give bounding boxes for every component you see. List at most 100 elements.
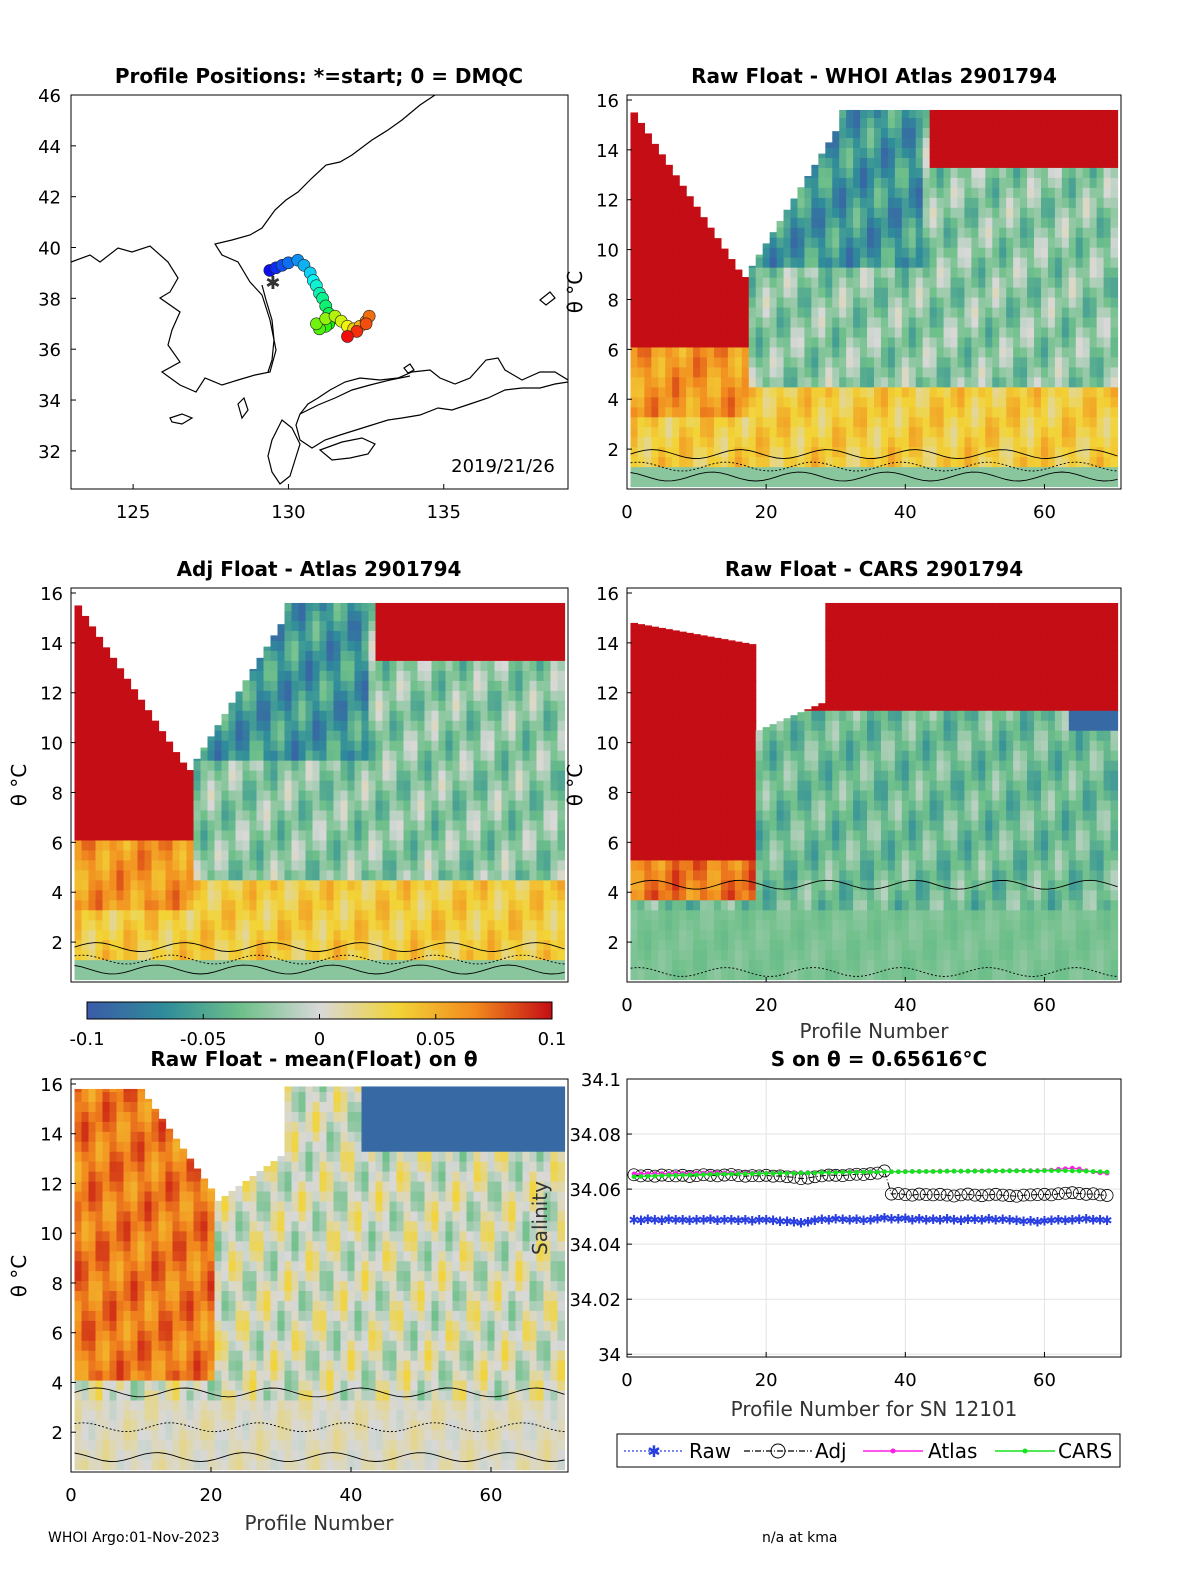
- heatmap-cell: [459, 690, 468, 701]
- heatmap-cell: [943, 426, 952, 438]
- heatmap-cell: [88, 760, 97, 771]
- heatmap-cell: [354, 680, 363, 691]
- heatmap-cell: [755, 376, 764, 388]
- heatmap-cell: [755, 436, 764, 448]
- heatmap-cell: [999, 336, 1007, 348]
- heatmap-cell: [1027, 436, 1035, 448]
- heatmap-cell: [693, 446, 701, 458]
- heatmap-cell: [424, 969, 433, 981]
- heatmap-cell: [368, 799, 377, 811]
- heatmap-cell: [361, 780, 370, 791]
- heatmap-cell: [860, 247, 868, 258]
- heatmap-cell: [144, 760, 153, 771]
- heatmap-cell: [88, 899, 97, 911]
- heatmap-cell: [915, 416, 924, 428]
- heatmap-cell: [727, 259, 736, 268]
- heatmap-cell: [1082, 207, 1091, 218]
- heatmap-cell: [727, 316, 736, 328]
- heatmap-cell: [473, 660, 482, 671]
- heatmap-cell: [783, 376, 792, 388]
- heatmap-cell: [776, 466, 785, 478]
- heatmap-cell: [1054, 207, 1063, 218]
- heatmap-cell: [874, 316, 882, 328]
- heatmap-cell: [130, 919, 139, 931]
- heatmap-cell: [887, 287, 896, 298]
- y-tick-label: 16: [40, 584, 63, 605]
- heatmap-cell: [312, 939, 321, 951]
- heatmap-cell: [985, 217, 993, 228]
- heatmap-cell: [741, 406, 750, 418]
- heatmap-cell: [249, 740, 258, 751]
- heatmap-cell: [431, 690, 440, 701]
- heatmap-cell: [748, 267, 757, 278]
- heatmap-cell: [200, 959, 209, 971]
- heatmap-cell: [550, 760, 559, 771]
- heatmap-cell: [410, 899, 419, 911]
- heatmap-cell: [361, 750, 370, 761]
- heatmap-cell: [713, 426, 722, 438]
- heatmap-cell: [957, 247, 966, 258]
- heatmap-cell: [818, 187, 826, 198]
- heatmap-cell: [417, 630, 426, 641]
- heatmap-cell: [797, 227, 806, 238]
- heatmap-cell: [487, 829, 496, 841]
- heatmap-cell: [748, 426, 757, 438]
- heatmap-cell: [999, 416, 1007, 428]
- heatmap-cell: [207, 969, 216, 981]
- heatmap-cell: [487, 630, 496, 641]
- heatmap-cell: [665, 366, 673, 378]
- heatmap-cell: [228, 929, 237, 941]
- heatmap-cell: [992, 416, 1000, 428]
- heatmap-cell: [846, 316, 854, 328]
- heatmap-cell: [382, 919, 391, 931]
- heatmap-cell: [846, 386, 854, 398]
- heatmap-cell: [957, 157, 966, 168]
- heatmap-cell: [319, 839, 328, 851]
- heatmap-cell: [200, 819, 209, 831]
- heatmap-cell: [522, 879, 531, 891]
- heatmap-cell: [424, 819, 433, 831]
- heatmap-cell: [1068, 296, 1077, 308]
- heatmap-cell: [375, 630, 384, 641]
- heatmap-cell: [1047, 376, 1056, 388]
- heatmap-cell: [720, 287, 729, 298]
- heatmap-cell: [354, 789, 363, 801]
- heatmap-cell: [630, 326, 639, 338]
- heatmap-cell: [1075, 117, 1084, 129]
- heatmap-cell: [846, 147, 854, 158]
- heatmap-cell: [438, 720, 447, 731]
- heatmap-cell: [228, 710, 237, 721]
- heatmap-cell: [305, 650, 314, 661]
- heatmap-cell: [825, 326, 833, 338]
- heatmap-cell: [228, 819, 237, 831]
- heatmap-cell: [922, 257, 931, 268]
- heatmap-cell: [665, 227, 673, 238]
- heatmap-cell: [543, 959, 552, 971]
- heatmap-cell: [853, 207, 861, 218]
- heatmap-cell: [347, 829, 356, 841]
- heatmap-cell: [298, 849, 307, 861]
- heatmap-cell: [999, 316, 1007, 328]
- heatmap-cell: [389, 730, 398, 741]
- atlas-raw-ylabel: θ °C: [563, 271, 587, 314]
- heatmap-cell: [305, 829, 314, 841]
- y-tick-label: 8: [52, 783, 63, 804]
- heatmap-cell: [693, 396, 701, 408]
- heatmap-cell: [81, 859, 90, 871]
- heatmap-cell: [804, 277, 812, 288]
- heatmap-cell: [515, 929, 524, 941]
- heatmap-cell: [860, 127, 868, 138]
- heatmap-cell: [158, 879, 167, 891]
- heatmap-cell: [1061, 277, 1070, 288]
- heatmap-cell: [151, 869, 160, 881]
- heatmap-cell: [123, 678, 132, 681]
- heatmap-cell: [1034, 277, 1042, 288]
- heatmap-cell: [466, 829, 475, 841]
- heatmap-cell: [880, 366, 889, 378]
- heatmap-cell: [298, 859, 307, 871]
- heatmap-cell: [144, 809, 153, 821]
- heatmap-cell: [1089, 287, 1098, 298]
- heatmap-cell: [776, 346, 785, 358]
- heatmap-cell: [1061, 127, 1070, 138]
- heatmap-cell: [207, 909, 216, 921]
